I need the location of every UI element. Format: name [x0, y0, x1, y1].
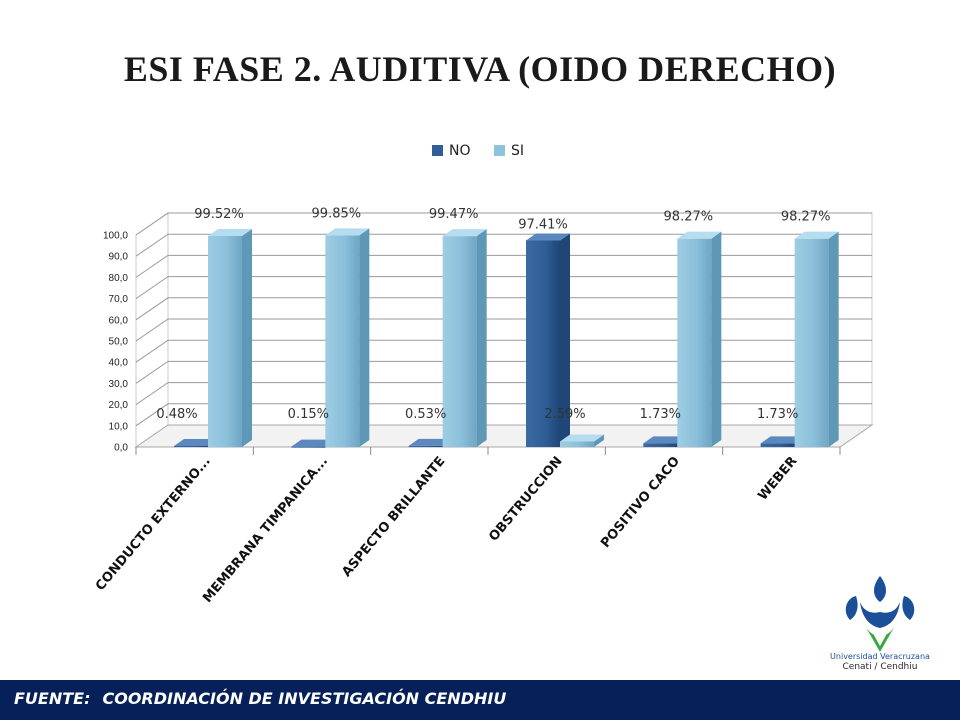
- bar-side: [242, 229, 252, 447]
- data-label-no: 0.15%: [288, 407, 329, 422]
- page-title: ESI FASE 2. AUDITIVA (OIDO DERECHO): [123, 49, 837, 89]
- y-tick-label: 80,0: [109, 273, 129, 284]
- bar-front: [560, 441, 594, 447]
- data-label-no: 1.73%: [757, 407, 798, 422]
- gridline: [135, 297, 872, 321]
- y-tick-label: 40,0: [109, 358, 129, 369]
- gridline: [135, 403, 872, 427]
- bar-front: [174, 445, 208, 447]
- bar-top: [560, 434, 604, 442]
- bar-top: [442, 229, 487, 237]
- bar-front: [325, 235, 360, 447]
- data-labels: 0.48% 99.52% 0.15% 99.85% 0.53% 99.47% 97.41% 2…: [156, 206, 830, 422]
- bar-top: [643, 436, 688, 444]
- x-category-label: POSITIVO CACO: [598, 454, 683, 551]
- legend-swatch: [494, 145, 505, 156]
- gridline: [135, 339, 872, 363]
- bar-front: [408, 445, 443, 447]
- bar-front: [677, 238, 712, 447]
- gridline: [135, 233, 872, 257]
- bar-side: [594, 434, 604, 447]
- bars: [174, 228, 839, 448]
- bar-side: [560, 233, 570, 447]
- bar-no: [526, 233, 570, 447]
- bar-front: [643, 443, 678, 447]
- gridline: [135, 212, 872, 236]
- bar-side: [476, 229, 487, 447]
- legend-swatch: [432, 145, 443, 156]
- legend-label: NO: [449, 143, 471, 159]
- bar-side: [828, 231, 839, 447]
- bar-top: [174, 438, 218, 446]
- bar-top: [291, 439, 336, 447]
- legend-label: SI: [511, 143, 524, 159]
- bar-top: [526, 233, 570, 241]
- gridline: [135, 382, 872, 406]
- bar-front: [760, 443, 795, 447]
- gridline: [135, 318, 872, 342]
- bar-si: [560, 434, 604, 447]
- data-label-no: 0.53%: [405, 407, 446, 422]
- footer-bar: FUENTE: COORDINACIÓN DE INVESTIGACIÓN CEN…: [0, 680, 960, 720]
- bar-si: [208, 229, 252, 447]
- y-tick-label: 90,0: [109, 252, 129, 263]
- x-category-label: OBSTRUCCION: [486, 454, 565, 545]
- bar-top: [208, 229, 252, 237]
- data-label-si: 2.59%: [544, 407, 585, 422]
- bar-top: [677, 231, 722, 239]
- y-tick-label: 20,0: [109, 400, 129, 411]
- data-label-si: 99.52%: [194, 207, 244, 222]
- footer-text: COORDINACIÓN DE INVESTIGACIÓN CENDHIU: [102, 689, 507, 708]
- bar-front: [794, 238, 829, 447]
- x-category-label: MEMBRANA TIMPANICA...: [200, 454, 331, 606]
- x-category-label: WEBER: [755, 454, 800, 504]
- bar-top: [794, 231, 839, 239]
- bar-front: [442, 236, 477, 447]
- bar-top: [325, 228, 370, 236]
- data-label-si: 99.85%: [312, 206, 362, 221]
- bar-front: [208, 236, 242, 447]
- footer-label: FUENTE:: [14, 689, 91, 708]
- gridline: [135, 360, 872, 384]
- bar-si: [442, 229, 487, 447]
- logo-unit-name: Cenati / Cendhiu: [842, 662, 918, 672]
- footer-source: FUENTE: COORDINACIÓN DE INVESTIGACIÓN CEN…: [14, 689, 506, 708]
- y-tick-label: 10,0: [109, 421, 129, 432]
- x-category-label: ASPECTO BRILLANTE: [339, 454, 448, 580]
- y-tick-label: 30,0: [109, 379, 129, 390]
- bar-side: [359, 228, 370, 447]
- gridline: [135, 276, 872, 300]
- x-axis: CONDUCTO EXTERNO...MEMBRANA TIMPANICA...…: [93, 447, 841, 606]
- bar-si: [677, 231, 722, 447]
- logo-university-name: Universidad Veracruzana: [830, 652, 930, 661]
- university-logo-icon: [845, 576, 915, 652]
- legend: NO SI: [432, 143, 524, 159]
- data-label-no: 97.41%: [518, 217, 568, 232]
- gridlines: [135, 212, 872, 427]
- data-label-no: 0.48%: [156, 407, 197, 422]
- y-tick-label: 60,0: [109, 315, 129, 326]
- gridline: [135, 254, 872, 278]
- y-tick-label: 50,0: [109, 337, 129, 348]
- bar-top: [760, 436, 805, 444]
- data-label-si: 98.27%: [664, 210, 714, 225]
- bar-si: [325, 228, 370, 447]
- data-label-no: 1.73%: [640, 407, 681, 422]
- y-tick-label: 0,0: [114, 443, 128, 454]
- y-axis: 0,0 10,0 20,0 30,0 40,0 50,0 60,0 70,0 80,0 90,0 1…: [103, 231, 128, 454]
- bar-front: [526, 240, 560, 447]
- data-label-si: 99.47%: [429, 207, 479, 222]
- bar-si: [794, 231, 839, 447]
- y-tick-label: 70,0: [109, 294, 129, 305]
- y-tick-label: 100,0: [103, 231, 128, 242]
- bar-front: [291, 446, 326, 448]
- bar-chart: 0,0 10,0 20,0 30,0 40,0 50,0 60,0 70,0 80,0 90,0 1…: [93, 143, 874, 606]
- x-category-label: CONDUCTO EXTERNO...: [93, 454, 214, 594]
- bar-side: [711, 231, 722, 447]
- data-label-si: 98.27%: [781, 210, 831, 225]
- bar-top: [408, 438, 453, 446]
